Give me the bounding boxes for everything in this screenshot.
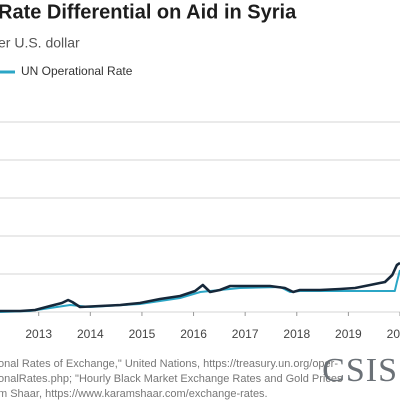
series-line [0, 269, 400, 313]
chart-subtitle: er U.S. dollar [0, 35, 80, 51]
x-tick-label: 2017 [232, 327, 259, 341]
x-tick-label: 2014 [77, 327, 104, 341]
logo: CSIS [322, 352, 398, 389]
legend-label: UN Operational Rate [21, 64, 133, 78]
source-line: m Shaar, https://www.karamshaar.com/exch… [0, 388, 268, 400]
x-tick-label: 2019 [335, 327, 362, 341]
x-tick-label: 2015 [129, 327, 156, 341]
x-tick-label: 2013 [25, 327, 52, 341]
x-tick-label: 2018 [283, 327, 310, 341]
series-line [0, 261, 400, 313]
x-tick-label: 2016 [180, 327, 207, 341]
chart-title: Rate Differential on Aid in Syria [0, 1, 297, 23]
source-line: onalRates.php; "Hourly Black Market Exch… [0, 373, 343, 385]
source-line: onal Rates of Exchange," United Nations,… [0, 358, 338, 370]
x-tick-label: 2020 [387, 327, 400, 341]
